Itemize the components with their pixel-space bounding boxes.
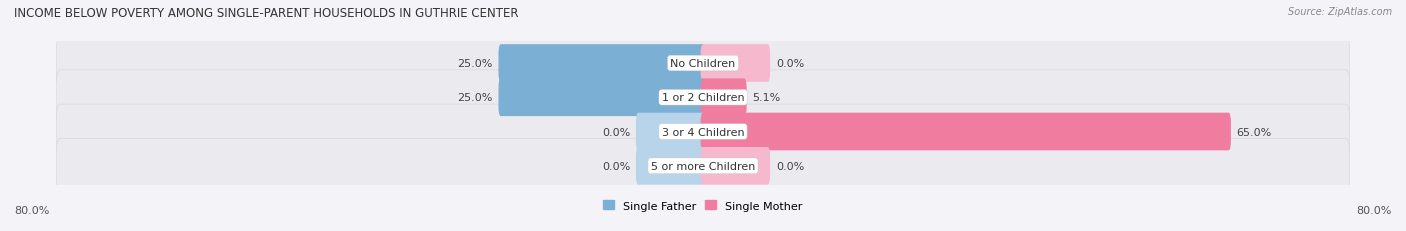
FancyBboxPatch shape (700, 79, 747, 117)
Text: 0.0%: 0.0% (602, 161, 630, 171)
Text: 0.0%: 0.0% (776, 161, 804, 171)
FancyBboxPatch shape (700, 45, 770, 82)
Text: 80.0%: 80.0% (1357, 205, 1392, 215)
FancyBboxPatch shape (56, 36, 1350, 91)
FancyBboxPatch shape (636, 147, 706, 185)
FancyBboxPatch shape (56, 105, 1350, 159)
Text: 25.0%: 25.0% (457, 93, 494, 103)
FancyBboxPatch shape (499, 79, 706, 117)
Text: No Children: No Children (671, 59, 735, 69)
Text: 5.1%: 5.1% (752, 93, 780, 103)
Text: 3 or 4 Children: 3 or 4 Children (662, 127, 744, 137)
Text: 65.0%: 65.0% (1237, 127, 1272, 137)
Text: 5 or more Children: 5 or more Children (651, 161, 755, 171)
FancyBboxPatch shape (700, 147, 770, 185)
Text: 0.0%: 0.0% (602, 127, 630, 137)
FancyBboxPatch shape (56, 70, 1350, 125)
FancyBboxPatch shape (700, 113, 1230, 151)
Text: Source: ZipAtlas.com: Source: ZipAtlas.com (1288, 7, 1392, 17)
Text: 0.0%: 0.0% (776, 59, 804, 69)
Legend: Single Father, Single Mother: Single Father, Single Mother (603, 201, 803, 211)
Text: 1 or 2 Children: 1 or 2 Children (662, 93, 744, 103)
Text: INCOME BELOW POVERTY AMONG SINGLE-PARENT HOUSEHOLDS IN GUTHRIE CENTER: INCOME BELOW POVERTY AMONG SINGLE-PARENT… (14, 7, 519, 20)
FancyBboxPatch shape (636, 113, 706, 151)
Text: 25.0%: 25.0% (457, 59, 494, 69)
Text: 80.0%: 80.0% (14, 205, 49, 215)
FancyBboxPatch shape (56, 139, 1350, 193)
FancyBboxPatch shape (499, 45, 706, 82)
